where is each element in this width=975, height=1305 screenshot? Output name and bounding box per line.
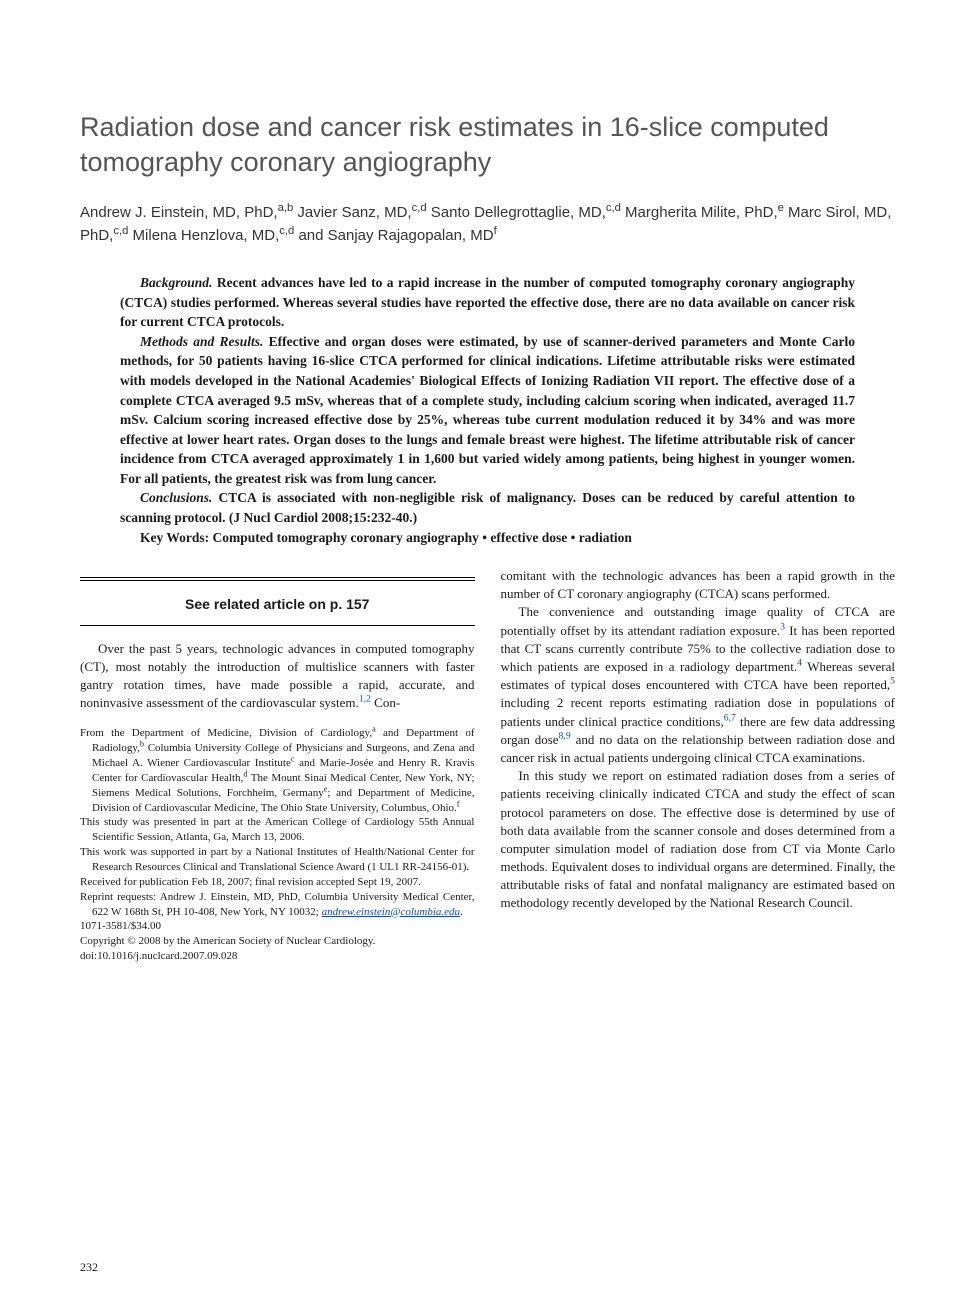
funding-footnote: This work was supported in part by a Nat…	[80, 845, 475, 875]
abstract-methods: Methods and Results. Effective and organ…	[120, 332, 855, 489]
body-paragraph-1: Over the past 5 years, technologic advan…	[80, 640, 475, 713]
article-title: Radiation dose and cancer risk estimates…	[80, 110, 895, 180]
abstract-keywords: Key Words: Computed tomography coronary …	[120, 528, 855, 548]
presentation-footnote: This study was presented in part at the …	[80, 815, 475, 845]
abstract-block: Background. Recent advances have led to …	[80, 273, 895, 547]
author-list: Andrew J. Einstein, MD, PhD,a,b Javier S…	[80, 202, 895, 247]
abstract-conclusions: Conclusions. CTCA is associated with non…	[120, 488, 855, 527]
copyright-footnote: Copyright © 2008 by the American Society…	[80, 934, 475, 949]
reprint-period: .	[460, 906, 463, 918]
doi-footnote: doi:10.1016/j.nuclcard.2007.09.028	[80, 949, 475, 964]
methods-text: Effective and organ doses were estimated…	[120, 334, 855, 486]
page-number: 232	[80, 1260, 98, 1275]
abstract-background: Background. Recent advances have led to …	[120, 273, 855, 332]
issn-footnote: 1071-3581/$34.00	[80, 919, 475, 934]
keywords-text: Computed tomography coronary angiography…	[209, 530, 632, 545]
reprint-footnote: Reprint requests: Andrew J. Einstein, MD…	[80, 890, 475, 920]
dates-footnote: Received for publication Feb 18, 2007; f…	[80, 875, 475, 890]
body-columns: See related article on p. 157 Over the p…	[80, 567, 895, 964]
conclusions-text: CTCA is associated with non-negligible r…	[120, 490, 855, 525]
body-paragraph-3: The convenience and outstanding image qu…	[501, 603, 896, 767]
body-paragraph-4: In this study we report on estimated rad…	[501, 767, 896, 913]
left-column: See related article on p. 157 Over the p…	[80, 567, 475, 964]
related-article-note: See related article on p. 157	[80, 591, 475, 626]
reprint-email-link[interactable]: andrew.einstein@columbia.edu	[322, 906, 460, 918]
right-column: comitant with the technologic advances h…	[501, 567, 896, 964]
footnotes-block: From the Department of Medicine, Divisio…	[80, 726, 475, 964]
background-label: Background.	[140, 275, 212, 290]
divider-rule	[80, 577, 475, 581]
body-paragraph-2: comitant with the technologic advances h…	[501, 567, 896, 603]
conclusions-label: Conclusions.	[140, 490, 212, 505]
background-text: Recent advances have led to a rapid incr…	[120, 275, 855, 329]
affiliation-footnote: From the Department of Medicine, Divisio…	[80, 726, 475, 815]
keywords-label: Key Words:	[140, 530, 209, 545]
methods-label: Methods and Results.	[140, 334, 263, 349]
